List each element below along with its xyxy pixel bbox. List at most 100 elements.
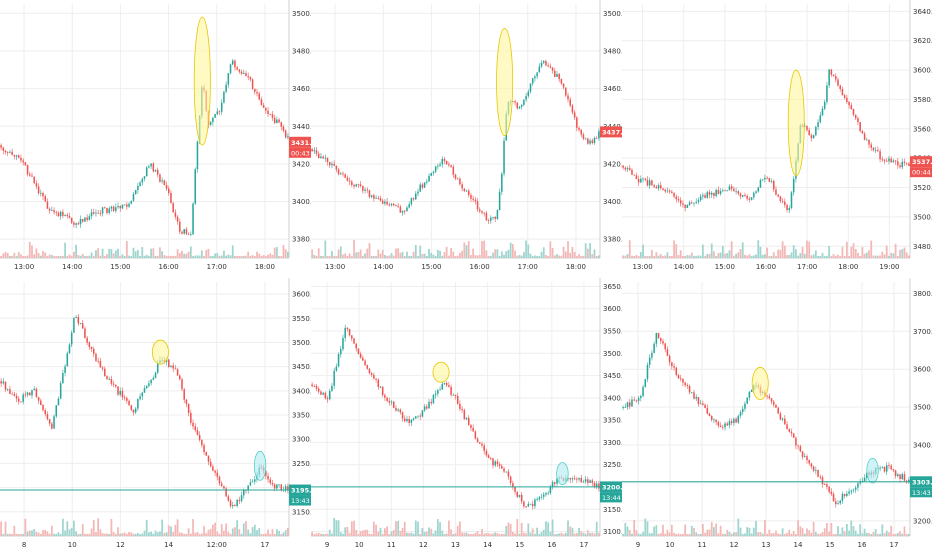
volume-bar (414, 244, 417, 258)
candle-body (406, 207, 408, 212)
volume-bar (717, 252, 720, 258)
x-tick-label: 17:00 (797, 263, 817, 271)
candle-body (320, 156, 322, 159)
candle-body (655, 333, 658, 344)
candle-body (899, 474, 901, 480)
volume-bar (859, 256, 862, 258)
volume-bar (894, 243, 897, 258)
candle-body (29, 174, 31, 176)
volume-bar (348, 532, 351, 536)
volume-bar (704, 532, 706, 536)
volume-bar (879, 255, 881, 258)
candle-body (571, 478, 574, 480)
candle-body (342, 337, 344, 350)
volume-bar (408, 255, 411, 258)
volume-bar (850, 246, 853, 258)
candle-body (839, 85, 841, 90)
volume-bar (538, 533, 541, 536)
volume-bar (264, 533, 267, 536)
volume-bar (439, 522, 441, 536)
volume-bar (659, 533, 662, 536)
volume-bar (31, 530, 33, 536)
chart-panel-6[interactable]: 3200.03300.03400.03500.03600.03700.03800… (622, 278, 932, 550)
candle-body (324, 392, 327, 399)
volume-bar (635, 255, 638, 258)
candle-body (631, 169, 633, 175)
volume-bar (198, 533, 201, 536)
candle-body (697, 200, 700, 202)
volume-bar (88, 255, 91, 258)
candle-body (410, 419, 413, 423)
candle-body (622, 165, 624, 168)
candle-body (483, 212, 485, 214)
candle-body (715, 189, 717, 196)
volume-bar (883, 533, 886, 536)
volume-bar (152, 533, 155, 536)
last-price-label: 3195.0 (291, 487, 311, 495)
volume-bar (68, 254, 71, 258)
chart-panel-3[interactable]: 3480.03500.03520.03540.03560.03580.03600… (622, 0, 932, 272)
chart-panel-4[interactable]: 3150.03200.03250.03300.03350.03400.03450… (0, 278, 311, 550)
volume-bar (262, 533, 265, 536)
volume-bar (496, 532, 499, 536)
volume-bar (273, 247, 276, 258)
volume-bar (194, 255, 197, 258)
candle-body (516, 102, 519, 109)
chart-panel-5[interactable]: 3100.03150.03200.03250.03300.03350.03400… (311, 278, 622, 550)
volume-bar (549, 531, 552, 536)
volume-bar (428, 527, 430, 536)
volume-bar (372, 255, 375, 258)
candle-body (648, 180, 651, 186)
volume-bar (664, 533, 667, 536)
y-tick-label: 3300.0 (292, 436, 311, 444)
candle-body (282, 126, 285, 131)
candle-body (879, 151, 881, 160)
x-tick-label: 12:00 (207, 541, 227, 549)
candle-body (357, 184, 360, 186)
candle-body (245, 73, 247, 77)
volume-bar (806, 240, 808, 258)
candle-body (593, 482, 596, 487)
candle-body (51, 210, 53, 212)
chart-panel-2[interactable]: 3380.03400.03420.03440.03460.03480.03500… (311, 0, 622, 272)
y-tick-label: 3650.0 (603, 283, 622, 291)
volume-bar (761, 533, 764, 536)
candle-body (115, 207, 117, 211)
volume-bar (439, 250, 441, 258)
candle-body (551, 482, 554, 487)
volume-bar (582, 255, 585, 258)
volume-bar (130, 532, 133, 536)
x-tick-label: 15:00 (715, 263, 735, 271)
volume-bar (165, 532, 168, 536)
chart-panel-1[interactable]: 3380.03400.03420.03440.03460.03480.03500… (0, 0, 311, 272)
candle-body (196, 141, 199, 170)
candle-body (137, 185, 139, 191)
volume-bar (728, 531, 731, 536)
volume-bar (419, 533, 422, 536)
candle-body (408, 418, 410, 423)
candle-body (81, 219, 84, 222)
volume-bar (99, 255, 102, 258)
candle-body (328, 162, 331, 166)
candle-body (139, 396, 141, 400)
candle-body (454, 394, 457, 396)
candle-body (908, 163, 910, 166)
candle-body (697, 397, 700, 405)
candle-body (227, 73, 230, 85)
candle-body (715, 419, 717, 422)
volume-bars (622, 518, 910, 536)
volume-bar (792, 245, 795, 258)
volume-bar (677, 533, 680, 536)
volume-bar (79, 533, 82, 536)
volume-bar (657, 255, 660, 258)
candle-body (99, 360, 102, 368)
candle-body (724, 423, 726, 428)
candle-body (209, 461, 212, 467)
volume-bar (520, 255, 523, 258)
candle-body (514, 101, 516, 103)
volume-bar (651, 533, 653, 536)
candle-body (234, 505, 236, 507)
volume-bar (66, 521, 69, 536)
candle-body (826, 85, 828, 102)
candle-body (395, 205, 397, 207)
